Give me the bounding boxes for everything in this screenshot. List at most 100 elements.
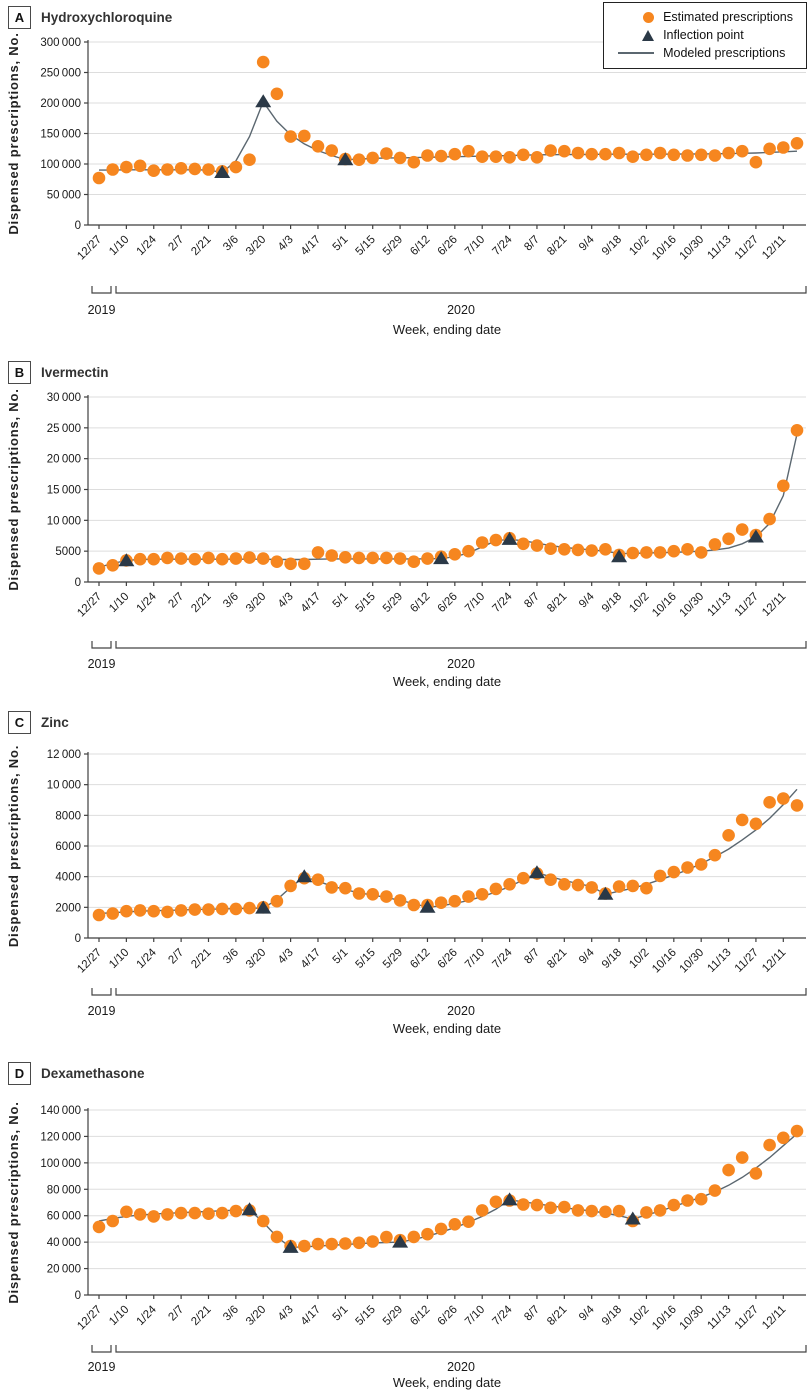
estimated-point [667, 865, 681, 879]
estimated-point [667, 544, 681, 558]
x-tick-label: 10/2 [627, 1304, 651, 1328]
x-tick-label: 1/24 [135, 590, 160, 615]
x-tick-label: 3/6 [221, 1304, 241, 1324]
inflection-marker [624, 1211, 641, 1225]
modeled-line [98, 788, 798, 915]
estimated-point [325, 549, 339, 562]
estimated-point [161, 163, 174, 176]
y-tick-label: 20 000 [47, 454, 81, 466]
estimated-point [256, 552, 270, 565]
estimated-point [106, 163, 119, 176]
panel-title: Hydroxychloroquine [41, 10, 173, 25]
inflection-marker [214, 165, 231, 178]
estimated-point [517, 148, 530, 162]
estimated-point [243, 901, 256, 915]
estimated-point [599, 147, 612, 161]
x-tick-label: 2/7 [166, 234, 186, 254]
x-tick-label: 4/17 [299, 947, 323, 971]
x-tick-label: 7/10 [463, 234, 487, 258]
estimated-point [777, 1131, 790, 1145]
estimated-point [393, 151, 407, 165]
estimated-point [229, 552, 243, 565]
x-tick-label: 9/18 [600, 1304, 624, 1328]
x-tick-label: 10/16 [650, 947, 679, 976]
inflection-marker [296, 869, 313, 883]
x-tick-label: 1/10 [107, 1304, 131, 1328]
estimated-point [694, 546, 708, 559]
estimated-point [106, 559, 119, 572]
y-tick-label: 5000 [55, 546, 81, 558]
x-tick-label: 12/27 [75, 947, 104, 976]
x-tick-label: 11/13 [705, 947, 733, 975]
estimated-point [243, 153, 256, 166]
estimated-point [161, 905, 174, 919]
estimated-point [489, 882, 503, 896]
estimated-point [284, 557, 297, 571]
estimated-point [448, 1218, 462, 1231]
year-right-label: 2020 [447, 1360, 475, 1374]
legend: Estimated prescriptions Inflection point… [603, 2, 807, 69]
estimated-point [585, 881, 598, 894]
estimated-point [325, 1237, 339, 1251]
estimated-point [92, 1220, 106, 1234]
panel-D-chart: 0 20 000 40 000 60 000 80 000 100 000 120 000 1… [6, 1101, 807, 1390]
estimated-point [790, 137, 804, 150]
estimated-point [380, 890, 393, 903]
y-tick-label: 10 000 [47, 515, 81, 527]
estimated-point [421, 552, 434, 565]
estimated-point [256, 55, 270, 69]
panel-letter: D [8, 1062, 31, 1085]
x-tick-label: 4/3 [276, 591, 296, 611]
estimated-point [229, 160, 243, 174]
estimated-point [681, 543, 694, 556]
year-2020-bracket [115, 1345, 807, 1353]
x-tick-label: 6/26 [436, 591, 460, 615]
x-tick-label: 9/4 [577, 233, 597, 253]
estimated-point [147, 552, 160, 566]
y-tick-label: 12 000 [47, 749, 81, 761]
panel-header: B Ivermectin [8, 361, 109, 384]
estimated-point [106, 907, 119, 920]
estimated-point [640, 546, 653, 559]
estimated-point [202, 551, 215, 565]
x-tick-label: 12/27 [75, 234, 104, 263]
y-tick-label: 300 000 [40, 37, 81, 49]
year-right-label: 2020 [447, 1004, 475, 1018]
estimated-point [434, 896, 448, 909]
estimated-point [298, 1239, 311, 1253]
estimated-point [571, 878, 585, 892]
panel-zinc: C Zinc 0 2000 4000 6000 8000 10 000 12 000 12/2… [0, 705, 810, 1056]
estimated-point [640, 881, 653, 895]
x-tick-label: 11/27 [733, 591, 761, 619]
x-tick-label: 6/12 [408, 591, 432, 615]
estimated-point [380, 147, 393, 160]
estimated-point [475, 1204, 489, 1217]
y-tick-label: 6000 [55, 841, 81, 853]
estimated-point [585, 544, 598, 557]
estimated-point [722, 829, 735, 842]
estimated-point [544, 542, 557, 555]
x-axis-title: Week, ending date [393, 674, 501, 689]
x-tick-label: 2/21 [189, 591, 213, 615]
estimated-point [571, 146, 585, 160]
estimated-point [339, 1237, 352, 1250]
x-tick-label: 5/1 [331, 591, 351, 611]
estimated-point [653, 546, 667, 559]
x-tick-label: 8/21 [545, 591, 569, 615]
estimated-point [188, 552, 202, 566]
estimated-point [612, 880, 626, 893]
estimated-point [475, 150, 489, 163]
estimated-point [147, 164, 160, 177]
x-tick-label: 7/24 [490, 946, 515, 971]
x-tick-label: 5/29 [381, 234, 405, 258]
estimated-point [366, 888, 380, 901]
panel-letter: C [8, 711, 31, 734]
estimated-point [147, 904, 160, 918]
estimated-point [708, 149, 722, 162]
inflection-marker [501, 1192, 518, 1206]
x-axis-title: Week, ending date [393, 322, 501, 337]
estimated-point [311, 873, 325, 886]
estimated-point [544, 873, 557, 886]
inflection-marker [337, 152, 354, 166]
estimated-point [407, 555, 421, 568]
